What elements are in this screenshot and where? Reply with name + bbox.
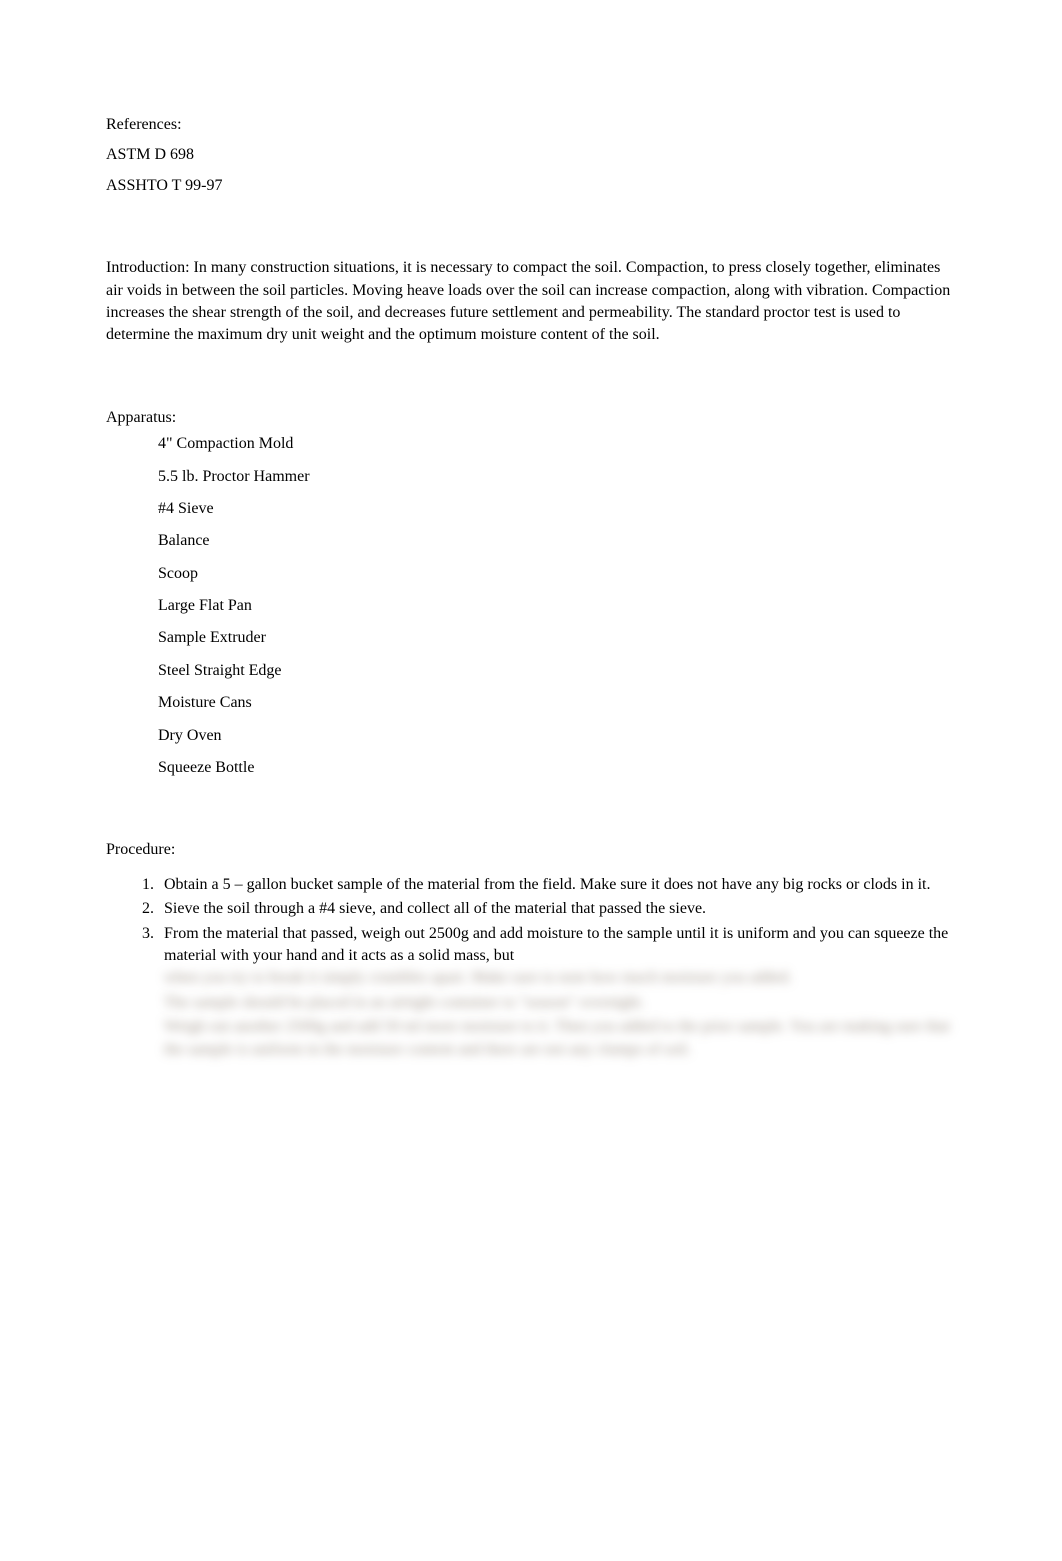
introduction-text: In many construction situations, it is n…: [106, 259, 950, 343]
apparatus-item: Sample Extruder: [158, 627, 956, 649]
procedure-step-text: From the material that passed, weigh out…: [164, 925, 948, 964]
blurred-text: when you try to break it simply crumbles…: [164, 967, 956, 989]
procedure-step-blurred: The sample should be placed in an airtig…: [158, 992, 956, 1014]
reference-item: ASSHTO T 99-97: [106, 175, 956, 197]
apparatus-item: Scoop: [158, 563, 956, 585]
procedure-step: Sieve the soil through a #4 sieve, and c…: [158, 898, 956, 920]
references-label: References:: [106, 114, 956, 136]
apparatus-item: #4 Sieve: [158, 498, 956, 520]
introduction-section: Introduction: In many construction situa…: [106, 257, 956, 347]
procedure-step-blurred: Weigh out another 2500g and add 50 ml mo…: [158, 1016, 956, 1061]
apparatus-item: Large Flat Pan: [158, 595, 956, 617]
apparatus-item: Moisture Cans: [158, 692, 956, 714]
apparatus-section: Apparatus: 4" Compaction Mold 5.5 lb. Pr…: [106, 407, 956, 780]
apparatus-item: Squeeze Bottle: [158, 757, 956, 779]
introduction-label: Introduction:: [106, 259, 194, 276]
procedure-list: Obtain a 5 – gallon bucket sample of the…: [106, 874, 956, 1061]
references-section: References: ASTM D 698 ASSHTO T 99-97: [106, 114, 956, 197]
procedure-step: From the material that passed, weigh out…: [158, 923, 956, 990]
procedure-label: Procedure:: [106, 839, 956, 861]
reference-item: ASTM D 698: [106, 144, 956, 166]
apparatus-list: 4" Compaction Mold 5.5 lb. Proctor Hamme…: [106, 433, 956, 779]
apparatus-item: Dry Oven: [158, 725, 956, 747]
apparatus-item: 4" Compaction Mold: [158, 433, 956, 455]
procedure-section: Procedure: Obtain a 5 – gallon bucket sa…: [106, 839, 956, 1061]
procedure-step: Obtain a 5 – gallon bucket sample of the…: [158, 874, 956, 896]
apparatus-item: Steel Straight Edge: [158, 660, 956, 682]
apparatus-item: Balance: [158, 530, 956, 552]
apparatus-label: Apparatus:: [106, 407, 956, 429]
apparatus-item: 5.5 lb. Proctor Hammer: [158, 466, 956, 488]
